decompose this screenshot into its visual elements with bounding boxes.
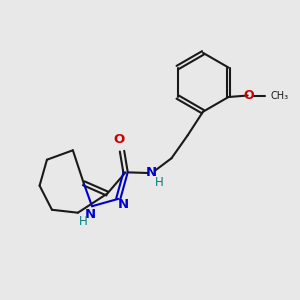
Text: O: O [244,89,254,102]
Text: H: H [155,176,164,189]
Text: O: O [113,133,125,146]
Text: CH₃: CH₃ [270,91,288,100]
Text: N: N [118,198,129,211]
Text: N: N [85,208,96,221]
Text: H: H [80,215,88,228]
Text: N: N [146,167,157,179]
